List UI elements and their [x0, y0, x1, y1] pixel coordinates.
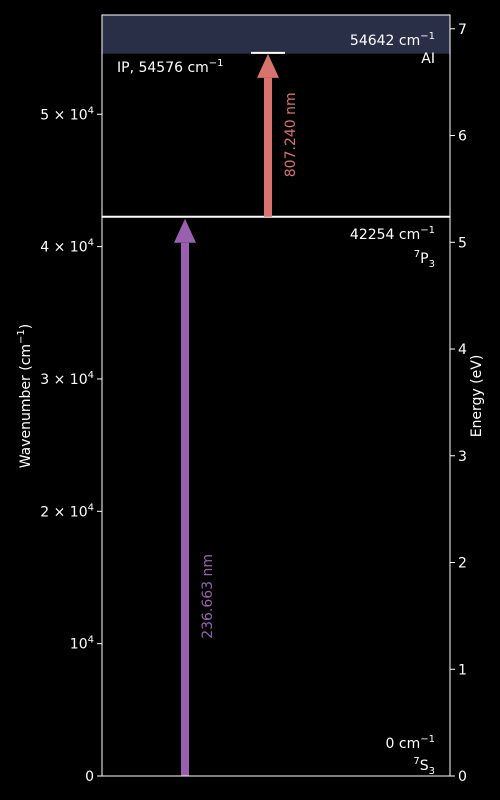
transition-arrow-shaft: [181, 243, 189, 776]
right-axis-ticks: 0 1 2 3 4 5 6 7: [450, 22, 467, 785]
right-tick-label: 1: [458, 662, 467, 678]
level-energy-label: 0 cm−1: [386, 734, 435, 752]
left-tick-label: 5 × 104: [40, 105, 94, 123]
right-tick-label: 5: [458, 235, 467, 251]
left-tick-label: 0: [85, 769, 94, 785]
right-tick-label: 4: [458, 342, 467, 358]
left-axis-ticks: 0 104 2 × 104 3 × 104 4 × 104 5 × 104: [40, 105, 102, 785]
right-tick-label: 6: [458, 129, 467, 145]
transition-wavelength-label: 807.240 nm: [283, 92, 299, 177]
transition-wavelength-label: 236.663 nm: [200, 554, 216, 639]
right-axis-label: Energy (eV): [469, 355, 485, 438]
left-tick-label: 2 × 104: [40, 502, 94, 520]
transition-arrow-shaft: [264, 78, 272, 217]
level-term-label: AI: [421, 51, 435, 67]
right-tick-label: 3: [458, 449, 467, 465]
left-axis-label: Wavenumber (cm−1): [16, 324, 34, 469]
plot-frame: [102, 15, 450, 776]
transition-arrow-head: [257, 54, 279, 78]
left-tick-label: 4 × 104: [40, 238, 94, 256]
right-tick-label: 0: [458, 769, 467, 785]
transition-arrow-head: [174, 219, 196, 243]
left-tick-label: 3 × 104: [40, 370, 94, 388]
transitions-group: 236.663 nm 807.240 nm: [174, 53, 299, 776]
right-tick-label: 7: [458, 22, 467, 38]
ionization-label: IP, 54576 cm−1: [117, 58, 224, 76]
level-term-label: 7P3: [414, 249, 435, 270]
level-energy-label: 42254 cm−1: [350, 225, 435, 243]
left-tick-label: 104: [70, 635, 94, 653]
level-term-label: 7S3: [413, 756, 435, 777]
right-tick-label: 2: [458, 556, 467, 572]
